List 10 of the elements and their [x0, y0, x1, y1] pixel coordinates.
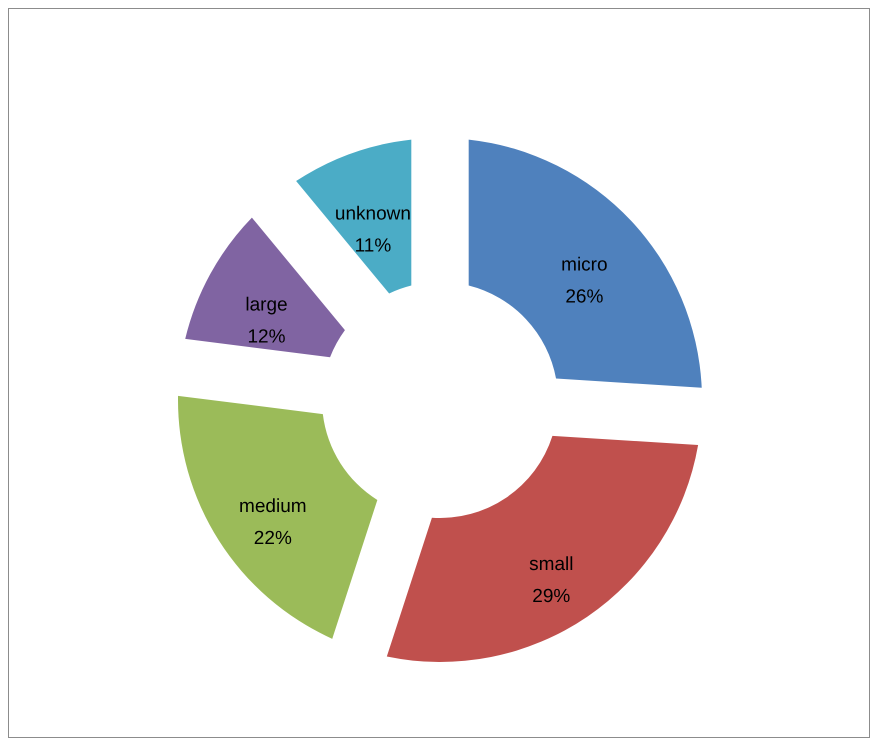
data-label: 29%	[532, 586, 570, 607]
data-label: 22%	[254, 528, 292, 550]
data-label: 12%	[247, 326, 286, 348]
slice-label: micro	[561, 254, 608, 276]
slice-label: medium	[239, 496, 307, 518]
slice-label: unknown	[334, 204, 411, 225]
data-label: 11%	[354, 236, 392, 257]
data-label: 26%	[565, 286, 604, 308]
slice-label: large	[245, 294, 288, 316]
slice-label: small	[529, 554, 574, 575]
